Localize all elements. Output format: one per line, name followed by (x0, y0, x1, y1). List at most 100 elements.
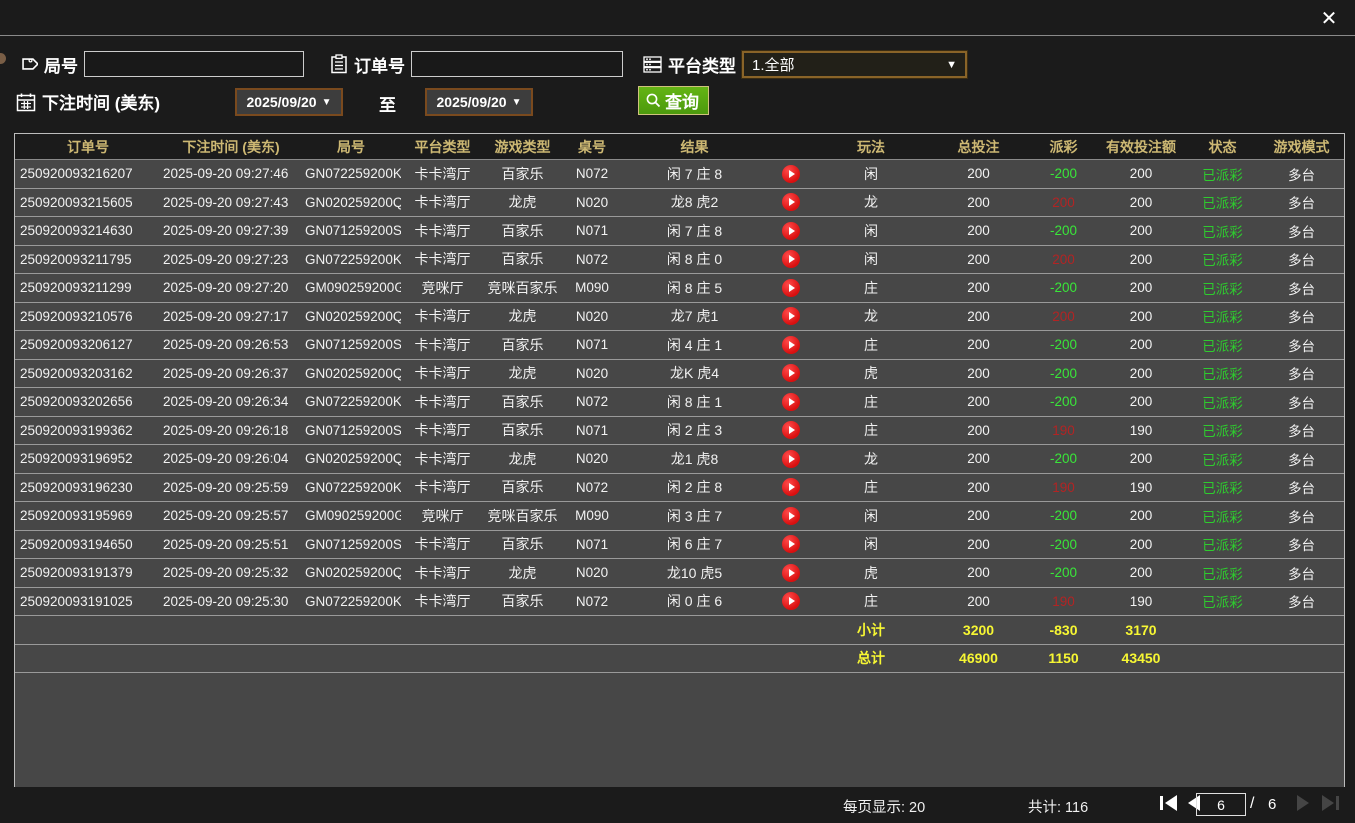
column-header-game: 游戏类型 (494, 138, 551, 155)
cell-method: 龙 (864, 308, 878, 325)
chevron-down-icon: ▼ (946, 58, 957, 71)
cell-bet: 200 (967, 394, 990, 410)
cell-result: 闲 8 庄 1 (666, 393, 723, 410)
cell-bet: 200 (967, 365, 990, 381)
replay-play-icon[interactable] (782, 535, 800, 554)
cell-payout: 190 (1052, 593, 1075, 609)
replay-play-icon[interactable] (782, 221, 800, 240)
cell-status: 已派彩 (1202, 338, 1243, 354)
date-range-to-label: 至 (379, 96, 396, 115)
cell-time: 2025-09-20 09:27:17 (163, 308, 289, 324)
date-from-select[interactable]: 2025/09/20 ▼ (235, 88, 343, 116)
cell-bet: 200 (967, 251, 990, 267)
server-list-icon (643, 55, 662, 74)
cell-method: 庄 (864, 336, 878, 353)
cell-play (766, 421, 816, 440)
table-row: 250920093195969 2025-09-20 09:25:57 GM0902… (15, 502, 1344, 531)
cell-valid: 190 (1129, 593, 1153, 609)
replay-play-icon[interactable] (782, 421, 800, 440)
cell-valid: 200 (1129, 308, 1153, 324)
table-row: 250920093191025 2025-09-20 09:25:30 GN0722… (15, 587, 1344, 616)
cell-platform: 卡卡湾厅 (414, 336, 471, 353)
page-number-input[interactable] (1196, 793, 1246, 816)
table-row: 250920093202656 2025-09-20 09:26:34 GN0722… (15, 388, 1344, 417)
order-label: 订单号 (354, 56, 405, 76)
cell-method: 虎 (864, 564, 878, 581)
cell-method: 龙 (864, 194, 878, 211)
header-divider (0, 35, 1355, 36)
replay-play-icon[interactable] (782, 449, 800, 468)
cell-mode: 多台 (1288, 224, 1315, 240)
replay-play-icon[interactable] (782, 307, 800, 326)
cell-platform: 卡卡湾厅 (414, 564, 471, 581)
replay-play-icon[interactable] (782, 506, 800, 525)
order-input[interactable] (411, 51, 623, 77)
replay-play-icon[interactable] (782, 592, 800, 611)
total-count-label: 共计: 116 (1028, 800, 1089, 816)
replay-play-icon[interactable] (782, 164, 800, 183)
cell-tableNo: N020 (575, 451, 609, 467)
replay-play-icon[interactable] (782, 563, 800, 582)
search-button-label: 查询 (665, 93, 699, 112)
next-page-icon[interactable] (1297, 795, 1309, 811)
column-header-status: 状态 (1208, 138, 1237, 155)
cell-game: 百家乐 (501, 165, 544, 182)
table-row: 250920093191379 2025-09-20 09:25:32 GN0202… (15, 559, 1344, 588)
cell-order: 250920093202656 (20, 394, 133, 410)
replay-play-icon[interactable] (782, 478, 800, 497)
per-page-label: 每页显示: 20 (843, 800, 926, 816)
cell-bet: 200 (967, 280, 990, 296)
last-page-icon[interactable] (1322, 795, 1339, 811)
cell-bet: 200 (967, 223, 990, 239)
cell-status: 已派彩 (1202, 481, 1243, 497)
cell-time: 2025-09-20 09:25:51 (163, 536, 289, 552)
search-button[interactable]: 查询 (638, 86, 709, 115)
first-page-icon[interactable] (1160, 795, 1177, 811)
column-header-valid: 有效投注额 (1106, 138, 1176, 155)
cell-platform: 卡卡湾厅 (414, 165, 471, 182)
cell-time: 2025-09-20 09:26:18 (163, 422, 289, 438)
cell-method: 小计 (857, 621, 885, 638)
replay-play-icon[interactable] (782, 278, 800, 297)
cell-result: 龙8 虎2 (670, 194, 719, 211)
cell-time: 2025-09-20 09:26:34 (163, 394, 289, 410)
cell-mode: 多台 (1288, 167, 1315, 183)
replay-play-icon[interactable] (782, 335, 800, 354)
cell-mode: 多台 (1288, 253, 1315, 269)
cell-platform: 竞咪厅 (421, 279, 464, 296)
round-input[interactable] (84, 51, 304, 77)
replay-play-icon[interactable] (782, 392, 800, 411)
platform-select[interactable]: 1.全部 ▼ (741, 50, 968, 79)
cell-round: GN072259200KM (305, 593, 401, 609)
cell-tableNo: M090 (575, 508, 609, 524)
cell-valid: 200 (1129, 280, 1153, 296)
replay-play-icon[interactable] (782, 364, 800, 383)
cell-game: 百家乐 (501, 422, 544, 439)
date-to-value: 2025/09/20 (436, 94, 507, 110)
replay-play-icon[interactable] (782, 193, 800, 212)
cell-game: 龙虎 (508, 450, 537, 467)
cell-method: 闲 (864, 536, 878, 553)
cell-valid: 200 (1129, 508, 1153, 524)
cell-bet: 200 (967, 565, 990, 581)
cell-tableNo: N071 (575, 536, 609, 552)
cell-round: GN020259200Q9 (305, 194, 401, 210)
cell-status: 已派彩 (1202, 452, 1243, 468)
cell-order: 250920093191379 (20, 565, 133, 581)
edge-artifact (0, 53, 6, 64)
cell-mode: 多台 (1288, 509, 1315, 525)
cell-valid: 200 (1129, 536, 1153, 552)
cell-time: 2025-09-20 09:25:32 (163, 565, 289, 581)
chevron-down-icon: ▼ (511, 96, 522, 108)
cell-status: 已派彩 (1202, 424, 1243, 440)
page-separator: / (1250, 795, 1255, 812)
cell-bet: 200 (967, 422, 990, 438)
replay-play-icon[interactable] (782, 250, 800, 269)
cell-payout: -200 (1049, 451, 1078, 467)
date-to-select[interactable]: 2025/09/20 ▼ (425, 88, 533, 116)
close-icon[interactable]: ✕ (1315, 5, 1343, 33)
date-from-value: 2025/09/20 (246, 94, 317, 110)
cell-bet: 200 (967, 166, 990, 182)
platform-selected-value: 1.全部 (752, 57, 795, 74)
cell-order: 250920093195969 (20, 508, 133, 524)
